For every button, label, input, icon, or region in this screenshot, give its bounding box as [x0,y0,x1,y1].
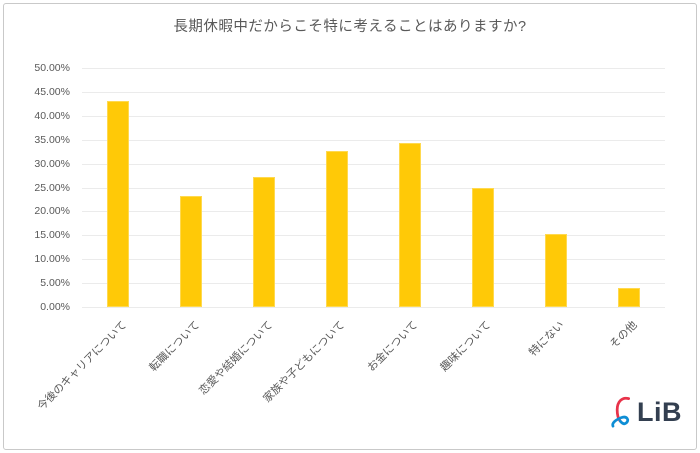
gridline [82,211,665,213]
gridline [82,91,665,93]
x-tick-label: 恋愛や結婚について [196,319,275,398]
lib-logo-text: LiB [637,396,682,427]
bar [617,288,640,307]
x-tick-label: 趣味について [438,319,494,375]
gridline [82,163,665,165]
gridline [82,139,665,141]
bar [471,187,494,307]
gridline [82,259,665,261]
x-tick-label: お金について [365,319,421,375]
bar [107,100,130,307]
gridline [82,68,665,69]
y-tick-label: 0.00% [40,301,70,313]
y-axis-labels: 50.00% 45.00% 40.00% 35.00% 30.00% 25.00% 20.0… [0,62,74,313]
y-tick-label: 40.00% [34,109,70,122]
plot-area [82,68,665,308]
bar [180,196,203,307]
gridline [82,187,665,189]
y-tick-label: 25.00% [34,181,70,194]
gridline [82,283,665,285]
gridline [82,235,665,237]
x-tick-label: 特にない [526,319,567,359]
bar [253,176,276,307]
chart-title: 長期休暇中だからこそ特に考えることはありますか? [173,19,527,35]
y-tick-label: 10.00% [34,253,70,266]
y-tick-label: 5.00% [40,277,70,290]
y-tick-label: 35.00% [34,133,70,146]
y-tick-label: 20.00% [34,205,70,218]
x-axis-labels: 今後のキャリアについて 転職について 恋愛や結婚について 家族や子どもについて お金につ… [35,307,665,437]
y-tick-label: 50.00% [34,62,70,74]
lib-logo-mark-icon [611,396,631,428]
bar [398,143,421,307]
x-tick-label: 今後のキャリアについて [35,319,130,413]
y-tick-label: 30.00% [34,157,70,170]
lib-logo: LiB [608,395,682,429]
y-tick-label: 45.00% [34,85,70,98]
gridline [82,115,665,117]
y-tick-label: 15.00% [34,229,70,242]
logo-ribbon-blue [611,415,630,428]
gridline [82,307,665,308]
bar [326,150,349,307]
x-tick-label: その他 [607,319,640,351]
bar [544,233,567,307]
x-tick-label: 転職について [146,319,202,375]
